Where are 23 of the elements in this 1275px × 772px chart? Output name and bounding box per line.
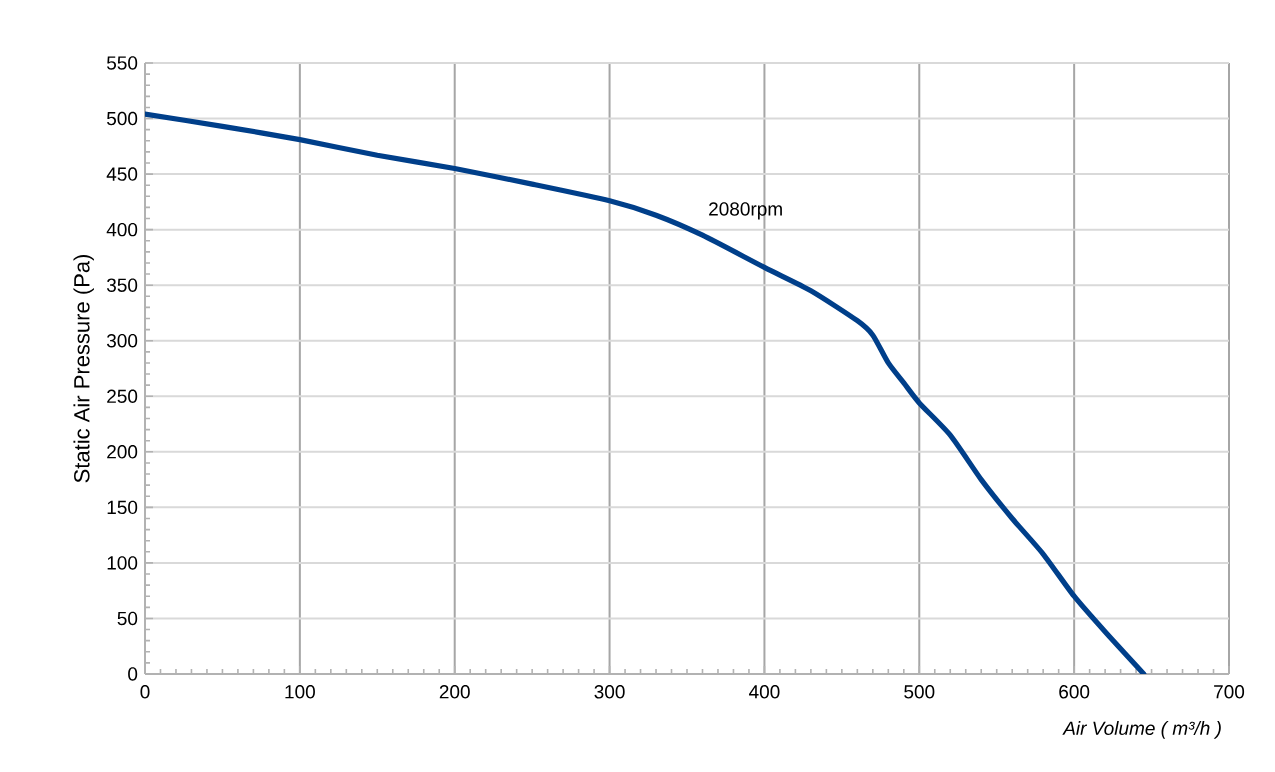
- x-tick-label: 600: [1059, 685, 1090, 699]
- x-tick-label: 300: [594, 685, 625, 699]
- y-tick-label: 250: [107, 389, 138, 403]
- x-axis-title: Air Volume ( m³/h ): [1062, 721, 1221, 739]
- y-tick-label: 150: [107, 500, 138, 515]
- x-tick-label: 400: [749, 685, 780, 699]
- y-tick-label: 300: [106, 334, 138, 348]
- annotation: 2080rpm: [709, 202, 782, 220]
- x-tick-label: 0: [140, 685, 150, 699]
- y-tick-label: 100: [107, 556, 138, 570]
- y-tick-label: 400: [106, 222, 138, 237]
- x-tick-label: 200: [439, 685, 470, 699]
- y-tick-label: 500: [106, 111, 138, 126]
- y-tick-label: 550: [106, 56, 138, 70]
- y-tick-label: 50: [117, 611, 138, 626]
- y-tick-label: 450: [106, 167, 138, 181]
- y-tick-label: 0: [128, 667, 138, 681]
- y-axis-title: Static Air Pressure (Pa): [73, 254, 94, 483]
- x-tick-label: 500: [904, 685, 935, 699]
- y-tick-label: 350: [106, 278, 138, 292]
- x-tick-label: 700: [1214, 685, 1245, 699]
- y-tick-label: 200: [107, 445, 138, 459]
- x-tick-label: 100: [285, 685, 315, 699]
